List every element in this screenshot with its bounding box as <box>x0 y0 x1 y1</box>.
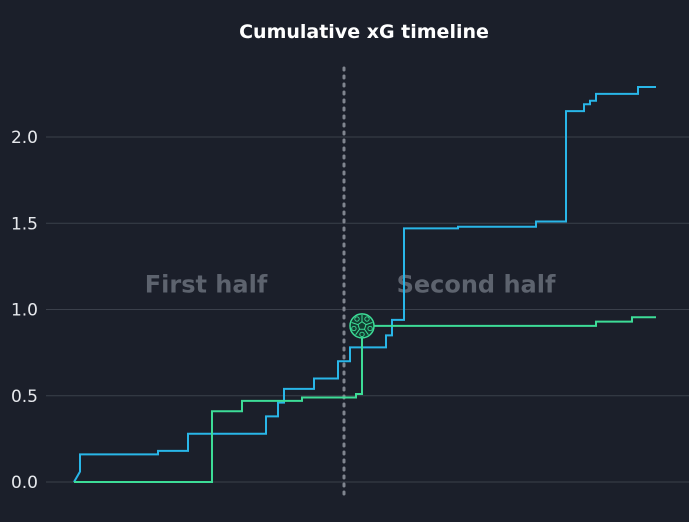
soccer-ball-icon <box>349 313 375 339</box>
y-tick-label: 1.5 <box>11 214 38 234</box>
marker-layer <box>349 313 375 339</box>
series-line-2 <box>74 316 656 483</box>
annotation-layer: First half Second half <box>145 271 556 299</box>
half-label: Second half <box>397 271 556 299</box>
series-layer <box>73 86 656 483</box>
series-line-1 <box>73 86 656 483</box>
y-tick-label: 0.0 <box>11 473 38 493</box>
y-tick-label: 2.0 <box>11 128 38 148</box>
grid-layer: 0.0 0.5 1.0 1.5 2.0 <box>11 128 689 493</box>
y-tick-label: 0.5 <box>11 387 38 407</box>
chart-title: Cumulative xG timeline <box>239 21 489 43</box>
half-label: First half <box>145 271 268 299</box>
y-tick-label: 1.0 <box>11 301 38 321</box>
